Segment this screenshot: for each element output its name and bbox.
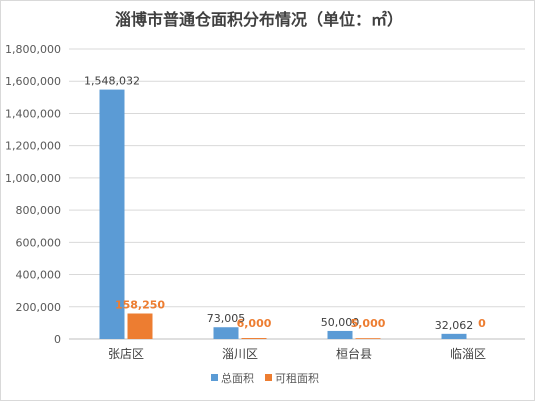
x-category-label: 淄川区 (222, 347, 258, 361)
bar-total-area (213, 327, 239, 339)
y-tick-label: 1,200,000 (5, 140, 61, 153)
bar-rentable-area (127, 313, 153, 339)
gridlines (69, 48, 525, 340)
bar-total-area (441, 333, 467, 339)
data-label: 1,548,032 (84, 75, 140, 88)
bar-total-area (327, 330, 353, 339)
y-axis-ticks: 0 200,000 400,000 600,000 800,000 1,000,000 1,… (5, 43, 61, 346)
chart-title: 淄博市普通仓面积分布情况（单位：㎡） (115, 10, 403, 29)
y-tick-label: 1,000,000 (5, 172, 61, 185)
bar-total-area (99, 89, 125, 339)
y-tick-label: 800,000 (16, 204, 62, 217)
legend: 总面积 可租面积 (211, 371, 319, 385)
data-label: 158,250 (115, 299, 165, 312)
x-category-label: 临淄区 (450, 347, 486, 361)
x-axis-categories: 张店区 淄川区 桓台县 临淄区 (108, 346, 486, 361)
data-label: 6,000 (237, 317, 272, 330)
y-tick-label: 200,000 (16, 301, 62, 314)
data-label: 0 (478, 317, 486, 330)
legend-label: 总面积 (221, 371, 254, 385)
data-label: 5,000 (351, 317, 386, 330)
data-label: 32,062 (435, 319, 474, 332)
y-tick-label: 400,000 (16, 269, 62, 282)
y-tick-label: 1,400,000 (5, 107, 61, 120)
bars (99, 89, 467, 339)
x-category-label: 桓台县 (336, 346, 372, 361)
y-tick-label: 1,600,000 (5, 75, 61, 88)
y-tick-label: 0 (54, 333, 61, 346)
legend-swatch (211, 374, 218, 381)
data-label: 50,000 (321, 316, 360, 329)
data-label: 73,005 (207, 312, 246, 325)
legend-swatch (265, 374, 272, 381)
bar-rentable-area (241, 338, 267, 339)
y-tick-label: 600,000 (16, 236, 62, 249)
y-tick-label: 1,800,000 (5, 43, 61, 56)
x-category-label: 张店区 (108, 347, 144, 361)
legend-label: 可租面积 (275, 372, 319, 385)
bar-rentable-area (355, 338, 381, 339)
